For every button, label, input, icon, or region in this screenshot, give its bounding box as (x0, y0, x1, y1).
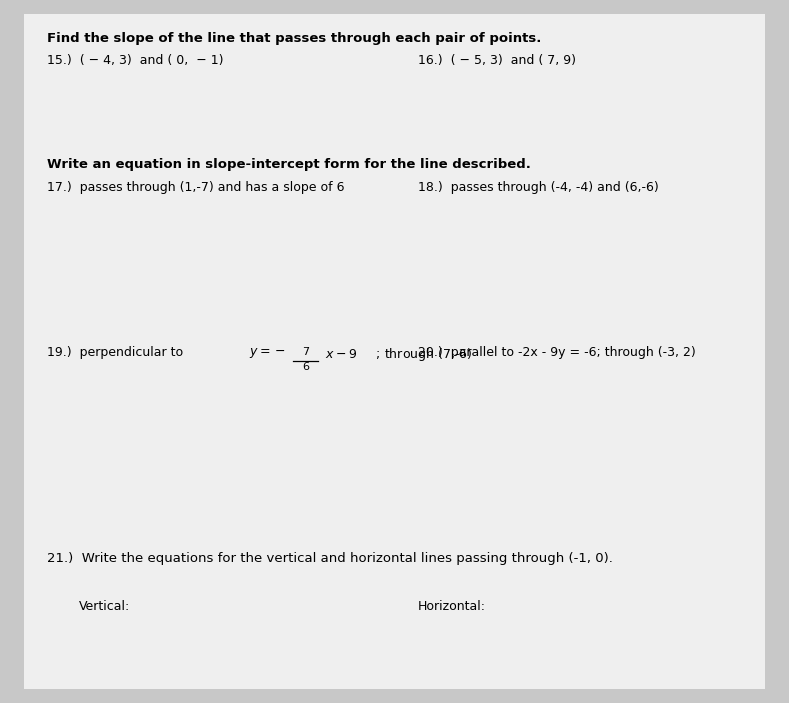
Text: Write an equation in slope-intercept form for the line described.: Write an equation in slope-intercept for… (47, 158, 531, 171)
Text: 21.)  Write the equations for the vertical and horizontal lines passing through : 21.) Write the equations for the vertica… (47, 552, 613, 565)
Text: 20.)  parallel to -2x - 9y = -6; through (-3, 2): 20.) parallel to -2x - 9y = -6; through … (418, 346, 696, 359)
Text: $x - 9$     ; through (7,-6): $x - 9$ ; through (7,-6) (325, 346, 473, 363)
Text: 15.)  ( − 4, 3)  and ( 0,  − 1): 15.) ( − 4, 3) and ( 0, − 1) (47, 54, 224, 67)
Text: $y = -$: $y = -$ (249, 346, 285, 360)
Text: 6: 6 (302, 362, 308, 372)
Text: 17.)  passes through (1,-7) and has a slope of 6: 17.) passes through (1,-7) and has a slo… (47, 181, 345, 193)
Text: 18.)  passes through (-4, -4) and (6,-6): 18.) passes through (-4, -4) and (6,-6) (418, 181, 659, 193)
Text: 16.)  ( − 5, 3)  and ( 7, 9): 16.) ( − 5, 3) and ( 7, 9) (418, 54, 576, 67)
Text: Vertical:: Vertical: (79, 600, 130, 612)
Text: 7: 7 (301, 347, 309, 357)
Text: Find the slope of the line that passes through each pair of points.: Find the slope of the line that passes t… (47, 32, 542, 44)
Text: 19.)  perpendicular to: 19.) perpendicular to (47, 346, 184, 359)
Text: Horizontal:: Horizontal: (418, 600, 486, 612)
